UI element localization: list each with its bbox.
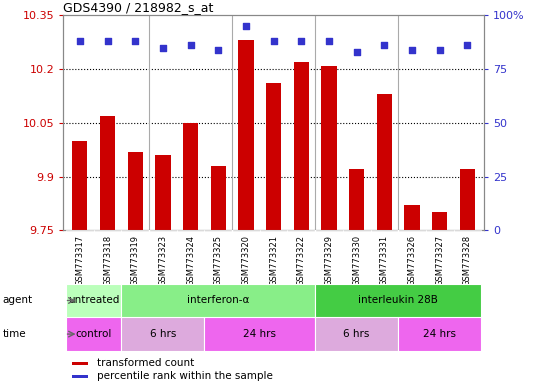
Bar xyxy=(460,169,475,230)
Bar xyxy=(238,40,254,230)
Text: 24 hrs: 24 hrs xyxy=(423,329,456,339)
Bar xyxy=(205,317,315,351)
Bar xyxy=(72,362,89,365)
Bar xyxy=(232,230,260,284)
Text: GDS4390 / 218982_s_at: GDS4390 / 218982_s_at xyxy=(63,1,213,14)
Point xyxy=(270,38,278,44)
Text: GSM773331: GSM773331 xyxy=(380,235,389,286)
Bar xyxy=(315,284,481,317)
Text: transformed count: transformed count xyxy=(97,358,194,368)
Bar xyxy=(94,230,122,284)
Text: GSM773321: GSM773321 xyxy=(269,235,278,286)
Point xyxy=(297,38,306,44)
Point xyxy=(75,38,84,44)
Bar xyxy=(122,284,315,317)
Bar xyxy=(377,94,392,230)
Bar xyxy=(404,205,420,230)
Bar xyxy=(72,141,87,230)
Bar xyxy=(66,317,122,351)
Bar xyxy=(211,166,226,230)
Bar xyxy=(149,230,177,284)
Point xyxy=(214,47,223,53)
Text: control: control xyxy=(75,329,112,339)
Text: interferon-α: interferon-α xyxy=(187,295,250,306)
Bar xyxy=(260,230,288,284)
Point xyxy=(186,42,195,48)
Bar xyxy=(454,230,481,284)
Text: 6 hrs: 6 hrs xyxy=(150,329,176,339)
Bar xyxy=(315,317,398,351)
Bar xyxy=(315,230,343,284)
Text: GSM773317: GSM773317 xyxy=(75,235,84,286)
Text: agent: agent xyxy=(3,295,33,306)
Point xyxy=(380,42,389,48)
Bar xyxy=(398,230,426,284)
Bar xyxy=(155,155,170,230)
Text: interleukin 28B: interleukin 28B xyxy=(358,295,438,306)
Text: GSM773329: GSM773329 xyxy=(324,235,333,286)
Text: 24 hrs: 24 hrs xyxy=(243,329,276,339)
Bar xyxy=(398,317,481,351)
Text: GSM773323: GSM773323 xyxy=(158,235,167,286)
Bar xyxy=(128,152,143,230)
Bar xyxy=(294,62,309,230)
Bar xyxy=(343,230,371,284)
Bar xyxy=(205,230,232,284)
Point xyxy=(131,38,140,44)
Point xyxy=(408,47,416,53)
Text: percentile rank within the sample: percentile rank within the sample xyxy=(97,371,273,381)
Point xyxy=(103,38,112,44)
Text: GSM773327: GSM773327 xyxy=(435,235,444,286)
Bar xyxy=(371,230,398,284)
Point xyxy=(158,45,167,51)
Point xyxy=(324,38,333,44)
Text: GSM773330: GSM773330 xyxy=(352,235,361,286)
Point xyxy=(463,42,472,48)
Bar xyxy=(66,230,94,284)
Text: 6 hrs: 6 hrs xyxy=(344,329,370,339)
Bar xyxy=(100,116,115,230)
Bar xyxy=(122,230,149,284)
Point xyxy=(352,49,361,55)
Bar xyxy=(122,317,205,351)
Text: time: time xyxy=(3,329,26,339)
Text: GSM773319: GSM773319 xyxy=(131,235,140,286)
Text: GSM773318: GSM773318 xyxy=(103,235,112,286)
Bar xyxy=(183,123,198,230)
Text: GSM773322: GSM773322 xyxy=(297,235,306,286)
Bar xyxy=(288,230,315,284)
Bar xyxy=(72,375,89,378)
Text: GSM773320: GSM773320 xyxy=(241,235,250,286)
Text: GSM773326: GSM773326 xyxy=(408,235,416,286)
Text: GSM773324: GSM773324 xyxy=(186,235,195,286)
Bar xyxy=(432,212,447,230)
Text: GSM773328: GSM773328 xyxy=(463,235,472,286)
Bar xyxy=(266,83,281,230)
Text: untreated: untreated xyxy=(68,295,119,306)
Bar xyxy=(426,230,454,284)
Bar xyxy=(349,169,364,230)
Text: GSM773325: GSM773325 xyxy=(214,235,223,286)
Bar xyxy=(66,284,122,317)
Bar xyxy=(321,66,337,230)
Point xyxy=(435,47,444,53)
Point xyxy=(241,23,250,29)
Bar xyxy=(177,230,205,284)
